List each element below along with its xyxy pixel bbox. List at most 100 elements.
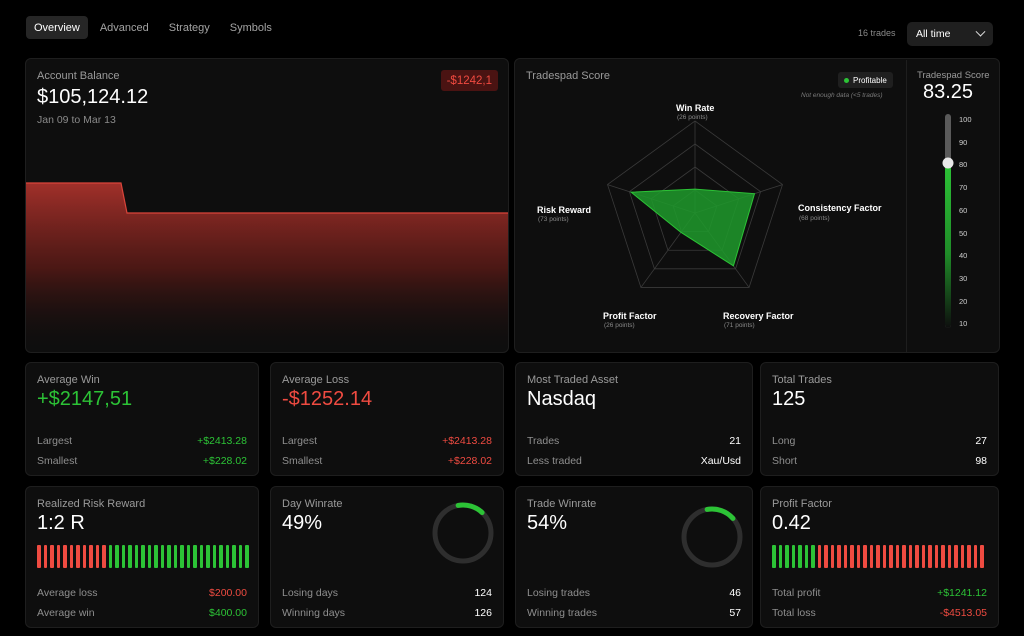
- scale-label: 70: [959, 183, 968, 193]
- card-title: Average Win: [37, 374, 100, 386]
- bar: [967, 545, 971, 568]
- score-title: Tradespad Score: [917, 70, 990, 81]
- stat-label: Trades: [527, 435, 560, 447]
- stat-label: Long: [772, 435, 796, 447]
- bar: [908, 545, 913, 568]
- bar: [830, 545, 835, 568]
- bar: [141, 545, 145, 568]
- bar: [89, 545, 93, 568]
- account-balance-card: Account Balance $105,124.12 -$1242,1 Jan…: [25, 58, 509, 353]
- bar: [173, 545, 178, 568]
- profit-factor-bars: [772, 545, 984, 568]
- bar: [206, 545, 210, 568]
- stat-label: Largest: [282, 435, 318, 447]
- bar: [43, 545, 47, 568]
- stat-label: Average win: [37, 607, 95, 619]
- bar: [167, 545, 171, 568]
- bar: [50, 545, 54, 568]
- scale-label: 50: [959, 228, 968, 238]
- tab-strategy[interactable]: Strategy: [168, 21, 210, 34]
- period-select-value: All time: [916, 28, 951, 40]
- scale-label: 10: [959, 319, 968, 329]
- stat-value: +$2413.28: [197, 435, 247, 447]
- bar: [869, 545, 874, 568]
- card-title: Total Trades: [772, 374, 832, 386]
- bar: [154, 545, 158, 568]
- stat-value: -$4513.05: [939, 607, 987, 619]
- period-select[interactable]: All time: [907, 22, 993, 46]
- stat-value: +$228.02: [447, 455, 492, 467]
- stat-label: Average loss: [37, 587, 98, 599]
- bar: [973, 545, 978, 568]
- bar: [37, 545, 41, 568]
- bar: [232, 545, 236, 568]
- card-title: Average Loss: [282, 374, 350, 386]
- card-title: Trade Winrate: [527, 498, 597, 510]
- bar: [928, 545, 932, 568]
- card-title: Day Winrate: [282, 498, 343, 510]
- slider-handle: [942, 157, 954, 169]
- stat-row-winning-days: Winning days 126: [282, 607, 492, 619]
- data-note: Not enough data (<5 trades): [801, 92, 883, 99]
- tab-advanced[interactable]: Advanced: [99, 21, 149, 34]
- profit-factor-value: 0.42: [772, 512, 811, 534]
- bar: [69, 545, 74, 568]
- stat-row-total-profit: Total profit +$1241.12: [772, 587, 987, 599]
- bar: [889, 545, 893, 568]
- divider: [906, 60, 907, 352]
- stat-row-losing-trades: Losing trades 46: [527, 587, 741, 599]
- most-traded-asset-card: Most Traded Asset Nasdaq Trades 21 Less …: [515, 362, 753, 476]
- balance-line: [26, 182, 508, 214]
- bar: [147, 545, 152, 568]
- stat-row-average-loss: Average loss $200.00: [37, 587, 247, 599]
- status-badge: Profitable: [838, 72, 893, 88]
- radar-label-profit-factor: Profit Factor: [603, 311, 657, 321]
- radar-points-profit-factor: (26 points): [604, 322, 635, 329]
- bar: [921, 545, 926, 568]
- tab-overview[interactable]: Overview: [26, 16, 88, 39]
- card-title: Realized Risk Reward: [37, 498, 146, 510]
- average-win-value: +$2147,51: [37, 388, 133, 410]
- trade-winrate-value: 54%: [527, 512, 568, 534]
- bar: [160, 545, 165, 568]
- bar: [824, 545, 828, 568]
- bar: [843, 545, 848, 568]
- bar: [876, 545, 880, 568]
- radar-label-win-rate: Win Rate: [676, 103, 715, 113]
- ring-progress: [432, 502, 494, 564]
- stat-value: $400.00: [209, 607, 247, 619]
- tab-symbols[interactable]: Symbols: [229, 21, 272, 34]
- stat-label: Losing days: [282, 587, 339, 599]
- bar: [837, 545, 841, 568]
- bar: [882, 545, 887, 568]
- average-win-card: Average Win +$2147,51 Largest +$2413.28 …: [25, 362, 259, 476]
- radar-points-consistency: (68 points): [799, 215, 830, 222]
- stat-row-smallest: Smallest +$228.02: [37, 455, 247, 467]
- scale-label: 40: [959, 251, 968, 261]
- radar-points-win-rate: (26 points): [677, 114, 708, 121]
- bar: [798, 545, 802, 568]
- bar: [102, 545, 106, 568]
- total-trades-value: 125: [772, 388, 806, 410]
- scale-label: 100: [959, 115, 972, 124]
- bar: [238, 545, 243, 568]
- bar: [128, 545, 132, 568]
- stat-value: 57: [729, 607, 741, 619]
- score-slider[interactable]: [938, 112, 958, 332]
- stat-value: +$1241.12: [937, 587, 987, 599]
- stat-row-trades: Trades 21: [527, 435, 741, 447]
- bar: [193, 545, 197, 568]
- chevron-down-icon: [975, 26, 986, 37]
- scale-label: 90: [959, 137, 968, 147]
- score-value: 83.25: [923, 81, 974, 103]
- day-winrate-value: 49%: [282, 512, 323, 534]
- bar: [778, 545, 782, 568]
- bar: [980, 545, 984, 568]
- bar: [902, 545, 906, 568]
- bar: [212, 545, 217, 568]
- stat-row-smallest: Smallest +$228.02: [282, 455, 492, 467]
- radar-points-risk-reward: (73 points): [538, 216, 569, 223]
- trades-count: 16 trades: [858, 28, 896, 38]
- bar: [121, 545, 126, 568]
- scale-label: 20: [959, 296, 968, 306]
